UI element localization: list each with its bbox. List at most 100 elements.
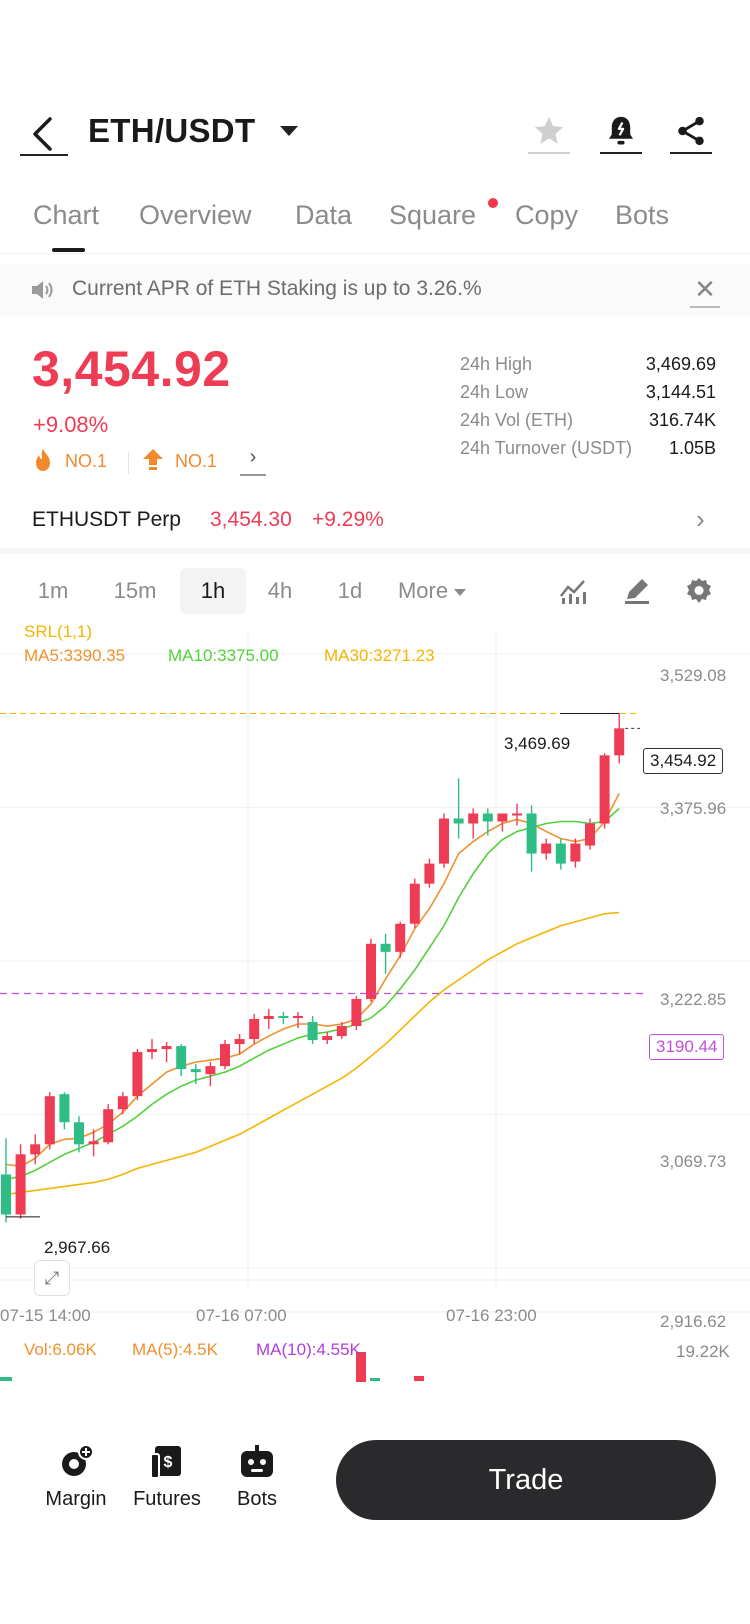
candle-body	[44, 1096, 55, 1145]
y-tick: 3,375.96	[660, 799, 727, 818]
candle-body	[220, 1044, 230, 1067]
candle-body	[88, 1141, 99, 1145]
tab-bots[interactable]: Bots	[615, 200, 670, 230]
back-button[interactable]	[20, 110, 68, 156]
candle-body	[453, 818, 464, 824]
candle-body	[336, 1026, 347, 1037]
rank-badges[interactable]: NO.1 NO.1 ›	[32, 446, 272, 478]
candle-body	[497, 813, 508, 822]
indicators-icon[interactable]	[558, 576, 588, 606]
speaker-icon	[32, 281, 53, 299]
interval-4h[interactable]: 4h	[267, 578, 293, 603]
volume-bar	[356, 1352, 366, 1382]
bots-icon	[241, 1445, 273, 1477]
pair-title[interactable]: ETH/USDT	[88, 112, 256, 149]
price-change-percent: +9.08%	[33, 412, 109, 437]
candle-body	[293, 1015, 303, 1018]
candle-body	[599, 755, 610, 824]
candle-body	[234, 1039, 245, 1045]
arrow-up-icon	[143, 449, 163, 470]
stat-24h-high: 24h High 3,469.69	[460, 354, 716, 382]
stat-24h-vol: 24h Vol (ETH) 316.74K	[460, 410, 716, 438]
price-markers	[0, 713, 648, 1218]
candle-body	[482, 813, 493, 822]
candle-body	[1, 1174, 11, 1215]
x-tick: 07-16 07:00	[196, 1306, 287, 1325]
x-tick: 07-15 14:00	[0, 1306, 91, 1325]
low-price-marker: 2,967.66	[44, 1238, 111, 1257]
candle-body	[351, 998, 362, 1027]
interval-toolbar: 1m 15m 1h 4h 1d More	[0, 560, 750, 624]
interval-15m[interactable]: 15m	[113, 578, 157, 603]
futures-icon: $	[150, 1446, 181, 1479]
horizontal-line-tag[interactable]: 3190.44	[649, 1034, 725, 1060]
candle-body	[117, 1096, 128, 1110]
last-price: 3,454.92	[32, 341, 231, 397]
section-tabs: Chart Overview Data Square Copy Bots	[0, 196, 750, 254]
more-label: More	[397, 578, 449, 603]
volume-ma5-label: MA(5):4.5K	[132, 1340, 218, 1359]
y-tick: 2,916.62	[660, 1312, 727, 1331]
hot-rank-label: NO.1	[65, 451, 108, 471]
perp-contract-row[interactable]: ETHUSDT Perp 3,454.30 +9.29% ›	[0, 500, 750, 548]
favorite-button[interactable]	[528, 112, 570, 154]
candle-body	[30, 1144, 41, 1155]
tab-square[interactable]: Square	[389, 200, 477, 230]
price-alert-button[interactable]	[600, 112, 642, 154]
tab-chart[interactable]: Chart	[33, 200, 100, 230]
rank-more-button[interactable]: ›	[240, 446, 266, 476]
interval-1h[interactable]: 1h	[180, 568, 246, 614]
futures-button[interactable]: $ Futures	[117, 1442, 217, 1511]
margin-icon	[62, 1444, 94, 1476]
bots-label: Bots	[236, 1488, 278, 1510]
perp-price: 3,454.30	[210, 508, 292, 531]
candle-body	[322, 1036, 333, 1041]
announcement-text: Current APR of ETH Staking is up to 3.26…	[72, 277, 482, 300]
srl-indicator-label: SRL(1,1)	[24, 622, 93, 641]
section-divider	[0, 548, 750, 554]
candlestick-chart[interactable]	[0, 630, 750, 1430]
announcement-bar[interactable]: Current APR of ETH Staking is up to 3.26…	[0, 264, 750, 316]
candle-body	[570, 843, 581, 862]
stat-value: 1.05B	[668, 438, 716, 458]
close-announcement-button[interactable]: ✕	[690, 274, 720, 308]
gainer-rank-label: NO.1	[175, 451, 218, 471]
interval-1m[interactable]: 1m	[37, 578, 69, 603]
stat-value: 3,144.51	[645, 382, 716, 402]
expand-icon: ⤢	[44, 1268, 60, 1288]
interval-1d[interactable]: 1d	[337, 578, 363, 603]
settings-gear-icon[interactable]	[684, 576, 714, 606]
candle-body	[366, 943, 376, 999]
ma5-label: MA5:3390.35	[24, 646, 126, 665]
candle-body	[468, 813, 479, 824]
active-tab-indicator	[52, 248, 85, 252]
share-button[interactable]	[670, 112, 712, 154]
interval-more-dropdown[interactable]: More	[390, 568, 474, 614]
draw-tool-icon[interactable]	[622, 576, 652, 606]
candles	[1, 713, 625, 1223]
tab-copy[interactable]: Copy	[515, 200, 579, 230]
notification-dot	[488, 198, 498, 208]
price-chart[interactable]: SRL(1,1) MA5:3390.35 MA10:3375.00 MA30:3…	[0, 622, 750, 1430]
pair-dropdown-icon[interactable]	[280, 126, 298, 136]
gainer-rank: NO.1	[142, 448, 217, 472]
chart-grid	[0, 630, 750, 1313]
trade-button[interactable]: Trade	[336, 1440, 716, 1520]
stat-value: 3,469.69	[645, 354, 716, 374]
favorite-star-icon	[534, 116, 564, 144]
candle-body	[263, 1015, 274, 1019]
y-tick: 3,069.73	[660, 1152, 727, 1171]
x-tick: 07-16 23:00	[446, 1306, 537, 1325]
bots-button[interactable]: Bots	[207, 1442, 307, 1511]
volume-ma10-label: MA(10):4.55K	[256, 1340, 361, 1359]
volume-bar	[0, 1377, 12, 1381]
close-icon: ✕	[694, 274, 716, 304]
tab-data[interactable]: Data	[295, 200, 353, 230]
candle-body	[15, 1154, 26, 1215]
tab-overview[interactable]: Overview	[139, 200, 252, 230]
expand-chart-button[interactable]: ⤢	[34, 1260, 70, 1296]
candle-body	[614, 728, 625, 756]
margin-button[interactable]: Margin	[26, 1442, 126, 1511]
candle-body	[307, 1022, 318, 1041]
candle-body	[512, 813, 522, 816]
